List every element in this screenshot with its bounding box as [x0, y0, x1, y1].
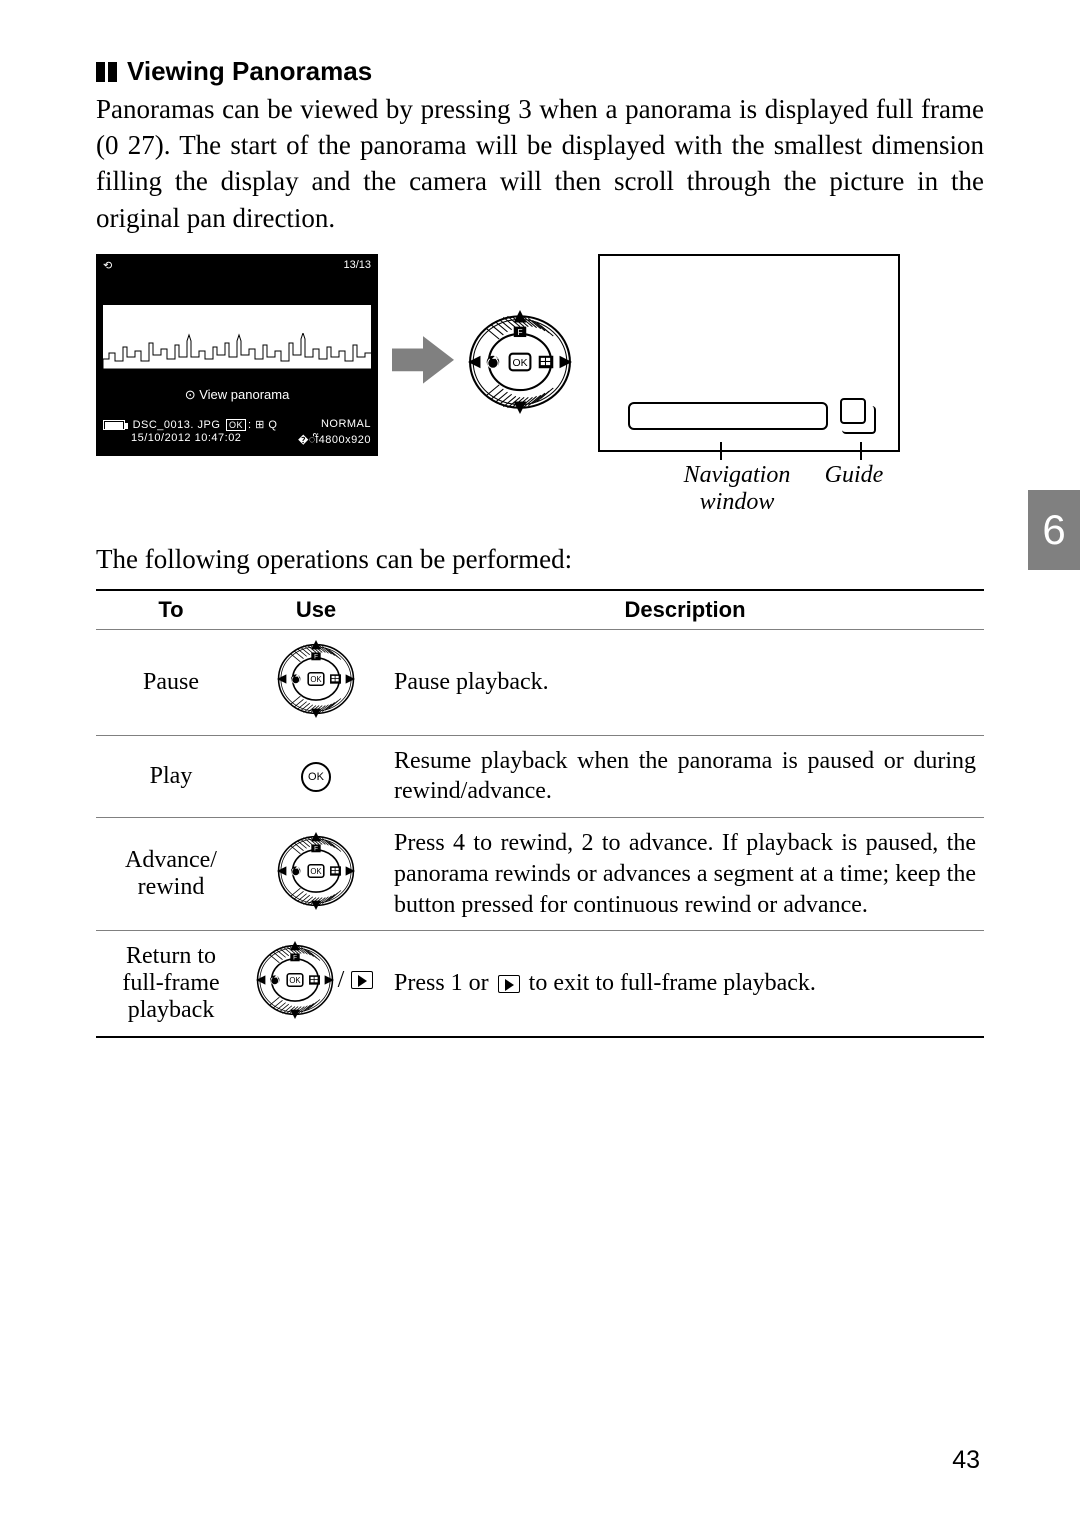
page-number: 43 [952, 1446, 980, 1475]
lcd-view-panorama-text: View panorama [199, 387, 289, 402]
nav-guide-box [842, 406, 876, 434]
col-description: Description [386, 590, 984, 630]
op-advance-label: Advance/rewind [96, 818, 246, 931]
table-row: Pause Pause playback. [96, 629, 984, 735]
manual-page: Viewing Panoramas Panoramas can be viewe… [0, 0, 1080, 1078]
op-pause-use [246, 629, 386, 735]
col-use: Use [246, 590, 386, 630]
panorama-mode-icon: ⟲ [103, 259, 112, 272]
op-advance-desc: Press 4 to rewind, 2 to advance. If play… [386, 818, 984, 931]
multiselector-icon [277, 832, 355, 910]
nav-window-figure: Navigation window Guide [598, 254, 900, 516]
nav-progress-bar [628, 402, 828, 430]
nav-caption-guide: Guide [814, 462, 894, 516]
panorama-strip [103, 305, 371, 369]
operations-intro: The following operations can be performe… [96, 544, 984, 575]
figure-row: ⟲ 13/13 ⊙ View panorama DSC_0013. JPG OK… [96, 254, 984, 516]
section-heading: Viewing Panoramas [127, 56, 372, 87]
skyline-icon [103, 333, 373, 369]
lcd-datetime: 15/10/2012 10:47:02 [131, 432, 241, 447]
lcd-view-panorama-row: ⊙ View panorama [97, 387, 377, 403]
heading-marker-icon [96, 62, 117, 82]
camera-lcd-figure: ⟲ 13/13 ⊙ View panorama DSC_0013. JPG OK… [96, 254, 378, 456]
nav-caption-navigation-window: Navigation window [662, 462, 812, 516]
nav-window-box [598, 254, 900, 452]
lcd-filename-row: DSC_0013. JPG OK: ⊞ Q [103, 418, 277, 431]
arrow-right-icon [392, 334, 454, 386]
op-return-desc: Press 1 or to exit to full-frame playbac… [386, 931, 984, 1038]
down-play-icon: ⊙ [185, 387, 196, 402]
table-row: Play OK Resume playback when the panoram… [96, 735, 984, 817]
intro-paragraph: Panoramas can be viewed by pressing 3 wh… [96, 91, 984, 236]
lcd-counter: 13/13 [343, 259, 371, 272]
slash: / [338, 967, 345, 994]
lcd-filename: DSC_0013. JPG [133, 419, 221, 431]
op-play-use: OK [246, 735, 386, 817]
op-return-label: Return to full-frame playback [96, 931, 246, 1038]
lcd-ok-icon: OK [226, 419, 246, 431]
playback-button-icon [351, 971, 373, 989]
callout-line [720, 442, 722, 460]
multiselector-icon [277, 640, 355, 718]
col-to: To [96, 590, 246, 630]
table-row: Advance/rewind Press 4 to rewind, 2 to a… [96, 818, 984, 931]
multiselector-icon [468, 310, 572, 414]
op-play-label: Play [96, 735, 246, 817]
op-pause-desc: Pause playback. [386, 629, 984, 735]
table-header-row: To Use Description [96, 590, 984, 630]
chapter-tab: 6 [1028, 490, 1080, 570]
multiselector-icon [256, 941, 334, 1019]
ok-button-icon: OK [301, 762, 331, 792]
section-heading-row: Viewing Panoramas [96, 56, 984, 87]
lcd-quality: NORMAL [321, 418, 371, 430]
callout-line [860, 442, 862, 460]
op-return-use: / [246, 931, 386, 1038]
lcd-dimensions: �ीं4800x920 [298, 432, 371, 447]
battery-icon [103, 420, 125, 430]
op-advance-use [246, 818, 386, 931]
table-row: Return to full-frame playback / Press 1 … [96, 931, 984, 1038]
op-pause-label: Pause [96, 629, 246, 735]
playback-button-icon [498, 975, 520, 993]
operations-table: To Use Description Pause Pause playback.… [96, 589, 984, 1039]
op-play-desc: Resume playback when the panorama is pau… [386, 735, 984, 817]
